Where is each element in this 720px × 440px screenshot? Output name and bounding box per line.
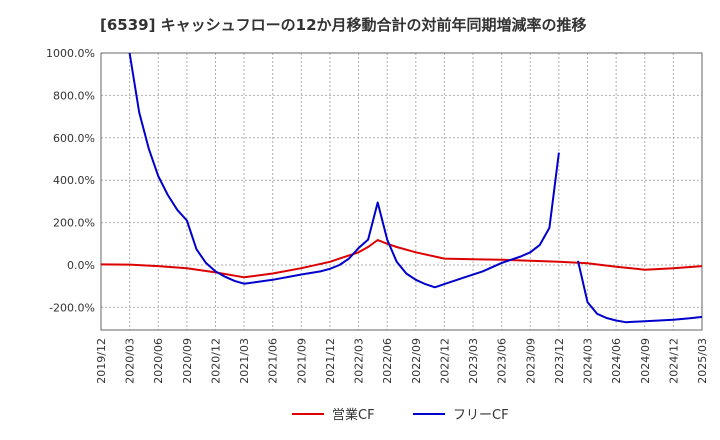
y-tick-label: 1000.0% [46,47,95,60]
chart-title: [6539] キャッシュフローの12か月移動合計の対前年同期増減率の推移 [100,16,587,34]
x-tick-label: 2021/06 [267,338,280,384]
x-tick-label: 2022/03 [353,338,366,384]
free-cf-line [577,260,702,324]
x-tick-label: 2025/03 [696,338,709,384]
x-tick-label: 2023/03 [467,338,480,384]
series-layer [101,53,702,324]
y-tick-label: 800.0% [53,89,95,102]
y-tick-label: 0.0% [67,259,95,272]
y-axis: 1000.0% 800.0% 600.0% 400.0% 200.0% 0.0% -200.… [46,47,95,314]
x-tick-label: 2020/12 [209,338,222,384]
x-tick-label: 2021/09 [295,338,308,384]
x-tick-label: 2024/12 [667,338,680,384]
x-tick-label: 2024/09 [639,338,652,384]
x-tick-label: 2023/09 [524,338,537,384]
legend-label: 営業CF [332,407,375,423]
x-axis: 2019/12 2020/03 2020/06 2020/09 2020/12 2021/… [95,338,709,384]
x-tick-label: 2021/12 [324,338,337,384]
x-tick-label: 2024/03 [582,338,595,384]
x-tick-label: 2019/12 [95,338,108,384]
x-tick-label: 2020/03 [124,338,137,384]
x-tick-label: 2022/06 [381,338,394,384]
y-tick-label: 200.0% [53,217,95,230]
y-tick-label: 400.0% [53,174,95,187]
x-tick-label: 2022/09 [410,338,423,384]
x-tick-label: 2023/12 [553,338,566,384]
grid-layer [100,52,703,330]
legend: 営業CF フリーCF [292,407,509,423]
free-cf-line [128,53,560,289]
operating-cf-line [101,239,702,279]
x-tick-label: 2024/06 [610,338,623,384]
plot-frame [100,52,703,331]
x-tick-label: 2020/09 [181,338,194,384]
y-tick-label: -200.0% [49,301,95,314]
x-tick-label: 2021/03 [238,338,251,384]
x-tick-label: 2022/12 [438,338,451,384]
x-tick-label: 2020/06 [152,338,165,384]
x-tick-label: 2023/06 [496,338,509,384]
legend-label: フリーCF [453,408,509,423]
y-tick-label: 600.0% [53,132,95,145]
